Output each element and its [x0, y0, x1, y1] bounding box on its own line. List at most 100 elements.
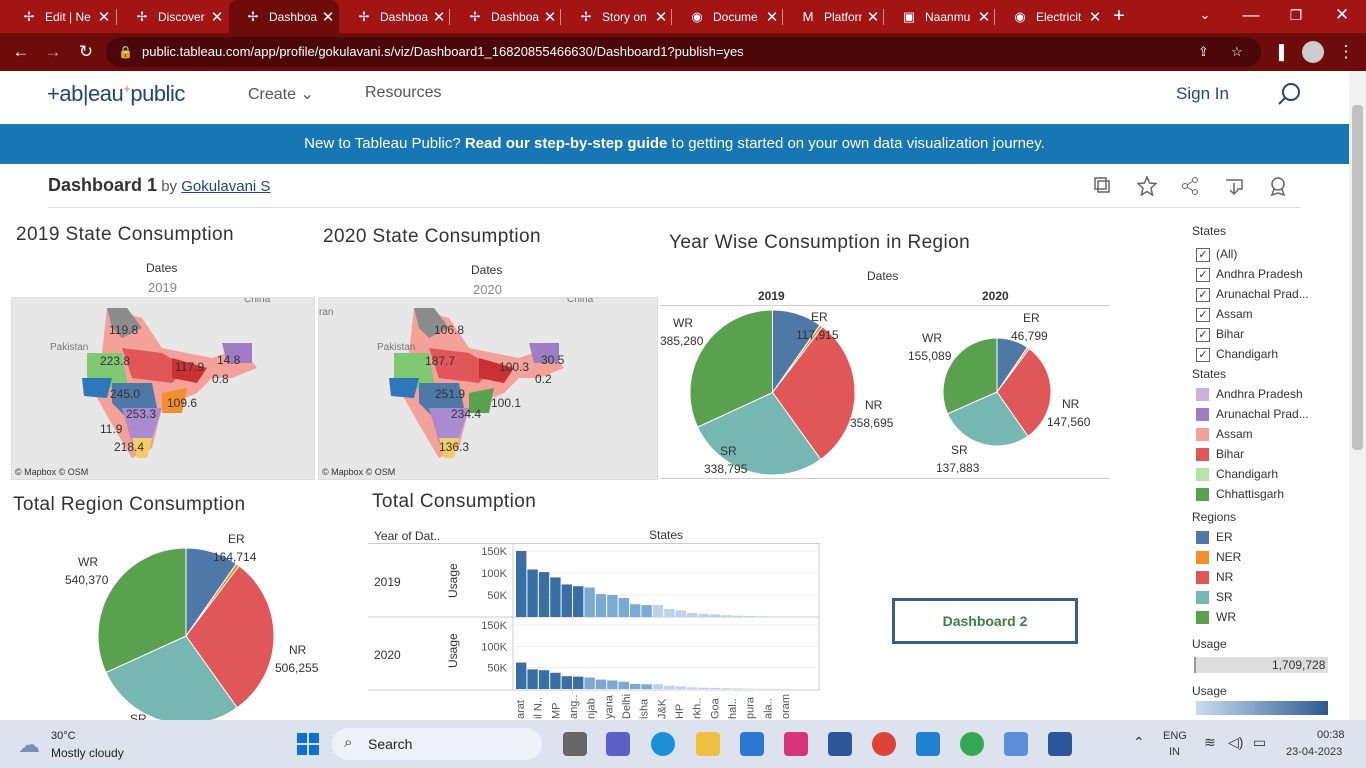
map-2020[interactable]: Pakistan China ran 106.8 187.7 100.3 30.… — [318, 297, 658, 480]
bar[interactable] — [550, 577, 561, 617]
bar[interactable] — [527, 669, 538, 689]
pie-slice-sr[interactable] — [946, 391, 1029, 446]
search-icon[interactable] — [1277, 82, 1301, 106]
region-color-swatch[interactable] — [1196, 571, 1209, 584]
close-tab-icon[interactable]: ✕ — [765, 8, 779, 26]
download-icon[interactable] — [1224, 176, 1244, 196]
close-tab-icon[interactable]: ✕ — [654, 8, 668, 26]
bar[interactable] — [652, 605, 664, 617]
bar[interactable] — [630, 604, 641, 617]
share-network-icon[interactable] — [1180, 176, 1200, 196]
state-filter-label[interactable]: Assam — [1216, 307, 1253, 321]
close-tab-icon[interactable]: ✕ — [866, 8, 880, 26]
reload-icon[interactable]: ↻ — [78, 42, 94, 61]
bar[interactable] — [538, 670, 550, 689]
bar[interactable] — [675, 610, 686, 617]
sign-in-link[interactable]: Sign In — [1176, 84, 1229, 103]
region-color-swatch[interactable] — [1196, 611, 1209, 624]
browser-tab[interactable]: ✢ Dashboa ✕ — [340, 0, 450, 33]
bar[interactable] — [721, 688, 732, 689]
bar[interactable] — [664, 609, 675, 617]
pie-chart-2020[interactable] — [943, 338, 1051, 446]
state-filter-label[interactable]: (All) — [1216, 247, 1238, 261]
pie-slice-wr[interactable] — [98, 548, 187, 674]
close-tab-icon[interactable]: ✕ — [977, 8, 991, 26]
bar[interactable] — [641, 605, 652, 617]
bar[interactable] — [595, 594, 607, 617]
close-tab-icon[interactable]: ✕ — [210, 8, 224, 26]
state-color-label[interactable]: Andhra Pradesh — [1216, 387, 1303, 401]
chevron-up-icon[interactable]: ⌃ — [1133, 734, 1145, 750]
bookmark-star-icon[interactable]: ☆ — [1231, 44, 1243, 59]
dashboard-2-button[interactable]: Dashboard 2 — [892, 598, 1078, 644]
windows-start-icon[interactable] — [296, 732, 320, 756]
browser-tab[interactable]: M Platform ✕ — [784, 0, 884, 33]
mail-icon[interactable] — [740, 732, 764, 756]
wifi-icon[interactable]: ≋ — [1204, 734, 1216, 750]
volume-icon[interactable]: ◁) — [1228, 734, 1244, 750]
close-tab-icon[interactable]: ✕ — [432, 8, 446, 26]
bar[interactable] — [732, 615, 743, 617]
file-explorer-icon[interactable] — [696, 732, 720, 756]
bar[interactable] — [652, 684, 664, 689]
create-menu[interactable]: Create ⌄ — [248, 84, 314, 104]
sidebar-toggle-icon[interactable]: ▐ — [1274, 44, 1284, 60]
pie-slice-wr[interactable] — [690, 310, 773, 428]
pie-slice-wr[interactable] — [943, 338, 998, 415]
state-filter-checkbox[interactable]: ✓ — [1196, 308, 1210, 322]
new-tab-button[interactable]: + — [1113, 5, 1125, 27]
edge-icon[interactable] — [651, 732, 675, 756]
profile-avatar[interactable] — [1302, 41, 1324, 63]
bar[interactable] — [709, 614, 721, 617]
bar[interactable] — [618, 681, 629, 689]
battery-icon[interactable]: ▭ — [1253, 734, 1267, 750]
bar[interactable] — [584, 587, 595, 617]
word-icon[interactable] — [1048, 732, 1072, 756]
minimize-button[interactable]: — — [1242, 5, 1260, 24]
bar[interactable] — [744, 616, 755, 617]
region-color-label[interactable]: NR — [1216, 570, 1234, 584]
close-tab-icon[interactable]: ✕ — [1088, 8, 1102, 26]
region-color-swatch[interactable] — [1196, 551, 1209, 564]
guide-banner[interactable]: New to Tableau Public? Read our step-by-… — [0, 124, 1349, 164]
state-color-swatch[interactable] — [1196, 448, 1209, 461]
bar[interactable] — [516, 551, 527, 617]
state-color-swatch[interactable] — [1196, 388, 1209, 401]
favorite-star-icon[interactable] — [1137, 176, 1157, 196]
state-color-label[interactable]: Assam — [1216, 427, 1253, 441]
browser-tab[interactable]: ◉ Electricit ✕ — [996, 0, 1106, 33]
pie-slice-nr[interactable] — [185, 565, 274, 709]
pie-chart-2019[interactable] — [690, 310, 855, 475]
bar[interactable] — [573, 676, 584, 689]
state-filter-label[interactable]: Bihar — [1216, 327, 1245, 341]
url-input[interactable]: 🔒 public.tableau.com/app/profile/gokulav… — [106, 37, 1261, 67]
bar[interactable] — [641, 684, 652, 689]
weather-cloud-icon[interactable]: ☁ — [18, 732, 40, 757]
bar[interactable] — [561, 584, 572, 617]
bar[interactable] — [618, 598, 629, 617]
state-filter-checkbox[interactable]: ✓ — [1196, 268, 1210, 282]
state-filter-checkbox[interactable]: ✓ — [1196, 288, 1210, 302]
bar[interactable] — [595, 679, 607, 689]
photos-icon[interactable] — [1004, 732, 1028, 756]
state-filter-checkbox[interactable]: ✓ — [1196, 328, 1210, 342]
bar[interactable] — [516, 662, 527, 689]
bar[interactable] — [607, 595, 618, 617]
maximize-button[interactable]: ❐ — [1289, 7, 1303, 23]
bar[interactable] — [538, 572, 550, 617]
back-icon[interactable]: ← — [12, 42, 30, 61]
bar[interactable] — [755, 616, 766, 617]
region-color-swatch[interactable] — [1196, 591, 1209, 604]
browser-menu-icon[interactable]: ⋮ — [1337, 42, 1355, 61]
bar[interactable] — [630, 683, 641, 689]
region-color-label[interactable]: SR — [1216, 590, 1233, 604]
badge-icon[interactable] — [1268, 176, 1288, 196]
lang-eng[interactable]: ENG — [1163, 730, 1187, 742]
browser-tab[interactable]: ✢ Discover ✕ — [118, 0, 228, 33]
browser-tab[interactable]: ✢ Dashboa ✕ — [229, 0, 339, 33]
author-link[interactable]: Gokulavani S — [181, 178, 271, 195]
browser-tab[interactable]: ▣ Naanmu ✕ — [885, 0, 995, 33]
state-color-swatch[interactable] — [1196, 488, 1209, 501]
tab-search-chevron-icon[interactable]: ⌄ — [1199, 7, 1211, 22]
chrome-profile-icon[interactable] — [960, 732, 984, 756]
